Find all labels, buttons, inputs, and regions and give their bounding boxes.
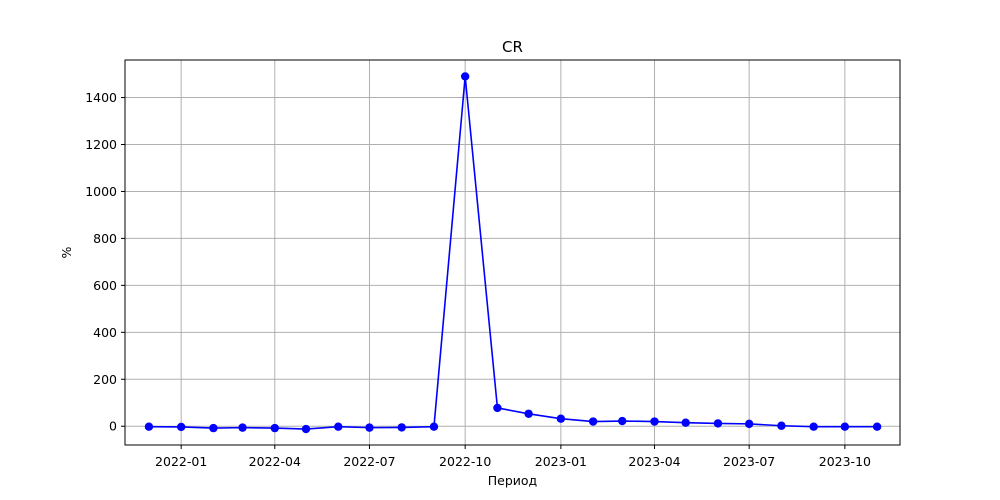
plot-frame <box>124 59 901 446</box>
data-point <box>872 422 882 431</box>
y-tick-label: 200 <box>93 372 117 387</box>
data-point <box>840 422 850 431</box>
data-point <box>556 414 566 423</box>
y-tick-label: 400 <box>93 325 117 340</box>
y-tick-label: 1000 <box>85 184 117 199</box>
data-point <box>618 416 627 426</box>
chart-title: CR <box>502 38 523 56</box>
y-tick-label: 1200 <box>85 137 117 152</box>
x-tick-label: 2022-04 <box>249 454 301 469</box>
data-point <box>524 409 533 418</box>
data-point <box>334 422 343 431</box>
series-line <box>148 75 878 430</box>
data-point <box>650 417 659 426</box>
x-axis: 2022-01 2022-04 2022-07 2022-10 2023-01 2023-… <box>155 445 871 469</box>
data-point <box>144 422 154 431</box>
x-tick-label: 2023-07 <box>723 454 775 469</box>
y-tick-label: 1400 <box>85 90 117 105</box>
x-tick-label: 2023-04 <box>628 454 680 469</box>
data-point <box>744 419 754 429</box>
data-point <box>681 418 690 427</box>
x-axis-label: Период <box>488 473 537 488</box>
x-tick-label: 2022-01 <box>155 454 207 469</box>
data-point <box>429 422 439 431</box>
data-point <box>365 423 374 432</box>
data-point <box>460 72 470 81</box>
grid <box>125 60 900 445</box>
data-point <box>238 423 247 432</box>
x-tick-label: 2023-01 <box>535 454 587 469</box>
data-point <box>209 423 218 433</box>
data-point <box>777 421 786 430</box>
data-point <box>301 424 311 434</box>
y-tick-label: 800 <box>93 231 117 246</box>
data-point <box>397 423 406 432</box>
y-tick-label: 600 <box>93 278 117 293</box>
x-tick-label: 2022-10 <box>439 454 491 469</box>
data-point <box>588 417 598 426</box>
y-axis: 0 200 400 600 800 1000 1200 1400 <box>85 90 125 434</box>
data-point <box>713 419 723 428</box>
y-tick-label: 0 <box>109 419 117 434</box>
data-point <box>493 403 502 413</box>
data-point <box>176 422 186 432</box>
x-tick-label: 2023-10 <box>819 454 871 469</box>
data-point <box>270 423 279 433</box>
y-axis-label: % <box>59 246 74 258</box>
series-layer <box>144 72 882 434</box>
data-point <box>809 422 818 431</box>
x-tick-label: 2022-07 <box>343 454 395 469</box>
